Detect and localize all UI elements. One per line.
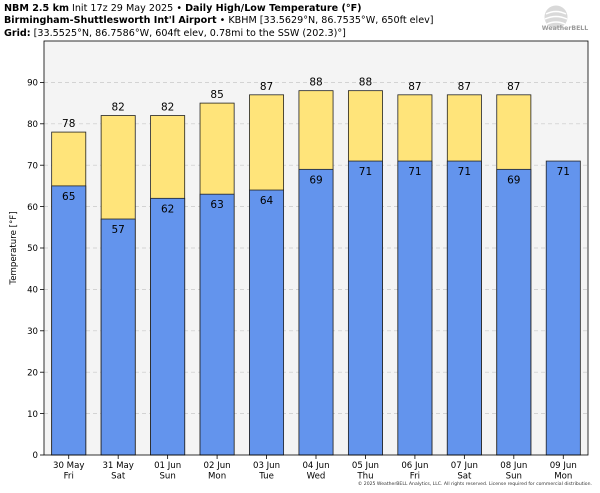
x-tick-label: 07 Jun Sat xyxy=(451,461,478,482)
y-tick-label: 0 xyxy=(33,451,38,461)
low-temp-label: 65 xyxy=(62,191,75,203)
x-tick-date: 30 May xyxy=(53,461,84,471)
high-temp-label: 82 xyxy=(111,102,124,114)
low-temp-label: 57 xyxy=(111,224,124,236)
x-tick-date: 05 Jun xyxy=(352,461,379,471)
x-tick-label: 09 Jun Mon xyxy=(550,461,577,482)
high-temp-label: 88 xyxy=(309,77,322,89)
grid-label: Grid: xyxy=(4,27,31,39)
x-tick-label: 30 May Fri xyxy=(53,461,84,482)
y-tick-label: 60 xyxy=(27,203,38,213)
x-tick-label: 05 Jun Thu xyxy=(352,461,379,482)
low-temp-bar xyxy=(446,160,482,456)
high-temp-label: 87 xyxy=(260,81,273,93)
header-separator: • xyxy=(219,15,226,27)
low-temp-label: 71 xyxy=(408,166,421,178)
y-tick-label: 20 xyxy=(27,368,38,378)
x-tick-date: 06 Jun xyxy=(401,461,428,471)
high-temp-label: 85 xyxy=(210,89,223,101)
header-line-grid: Grid: [33.5525°N, 86.7586°W, 604ft elev,… xyxy=(4,28,524,40)
high-temp-label: 88 xyxy=(359,77,372,89)
chart-header: NBM 2.5 km Init 17z 29 May 2025 • Daily … xyxy=(4,3,524,40)
x-tick-weekday: Wed xyxy=(307,472,326,482)
plot-frame xyxy=(43,40,589,456)
low-temp-bar xyxy=(347,160,383,456)
x-tick-weekday: Fri xyxy=(410,472,420,482)
copyright-footer: © 2025 WeatherBELL Analytics, LLC. All r… xyxy=(357,482,592,487)
x-tick-weekday: Sat xyxy=(457,472,472,482)
high-temp-label: 87 xyxy=(408,81,421,93)
bars xyxy=(51,90,581,456)
low-temp-label: 71 xyxy=(557,166,570,178)
x-tick-weekday: Tue xyxy=(258,472,274,482)
x-tick-label: 02 Jun Mon xyxy=(204,461,231,482)
y-axis-label: Temperature [°F] xyxy=(9,211,19,285)
x-tick-label: 01 Jun Sun xyxy=(154,461,181,482)
header-separator: • xyxy=(176,3,182,14)
logo-text: WeatherBELL xyxy=(542,25,588,32)
low-temp-bar xyxy=(397,160,433,456)
y-tick-label: 30 xyxy=(27,327,38,337)
low-temp-label: 69 xyxy=(507,174,520,186)
x-tick-label: 04 Jun Wed xyxy=(302,461,329,482)
low-temp-label: 71 xyxy=(359,166,372,178)
x-tick-date: 04 Jun xyxy=(302,461,329,471)
station-name: Birmingham-Shuttlesworth Int'l Airport xyxy=(4,15,217,27)
low-temp-bar xyxy=(298,168,334,456)
y-tick-label: 90 xyxy=(27,79,38,89)
x-tick-weekday: Thu xyxy=(356,472,373,482)
x-tick-label: 06 Jun Fri xyxy=(401,461,428,482)
y-tick-label: 70 xyxy=(27,161,38,171)
high-temp-label: 87 xyxy=(458,81,471,93)
x-tick-date: 03 Jun xyxy=(253,461,280,471)
product-title: Daily High/Low Temperature (°F) xyxy=(185,3,362,14)
low-temp-bar xyxy=(150,197,186,456)
x-tick-date: 01 Jun xyxy=(154,461,181,471)
header-line-model: NBM 2.5 km Init 17z 29 May 2025 • Daily … xyxy=(4,3,524,15)
x-tick-date: 08 Jun xyxy=(500,461,527,471)
low-temp-bar xyxy=(100,218,136,456)
low-temp-label: 62 xyxy=(161,203,174,215)
high-temp-label: 78 xyxy=(62,118,75,130)
y-tick-label: 80 xyxy=(27,120,38,130)
low-temp-bar xyxy=(496,168,532,456)
x-tick-date: 07 Jun xyxy=(451,461,478,471)
low-temp-bar xyxy=(51,185,87,456)
model-name: NBM 2.5 km xyxy=(4,3,69,14)
x-tick-label: 03 Jun Tue xyxy=(253,461,280,482)
low-temp-label: 69 xyxy=(309,174,322,186)
high-temp-label: 87 xyxy=(507,81,520,93)
low-temp-label: 64 xyxy=(260,195,274,207)
grid-info: [33.5525°N, 86.7586°W, 604ft elev, 0.78m… xyxy=(33,27,346,39)
low-temp-label: 63 xyxy=(210,199,223,211)
data-labels: 78 65 82 57 82 62 85 63 87 64 88 69 88 71 87 71 87 71 87 69… xyxy=(62,77,570,236)
x-tick-label: 31 May Sat xyxy=(102,461,133,482)
init-time: Init 17z 29 May 2025 xyxy=(72,3,174,14)
x-tick-weekday: Sun xyxy=(159,472,175,482)
low-temp-label: 71 xyxy=(458,166,471,178)
weatherbell-logo: WeatherBELL xyxy=(542,5,588,32)
low-temp-bar xyxy=(249,189,285,456)
y-axis: 0 10 20 30 40 50 60 70 80 90 xyxy=(27,79,44,461)
y-tick-label: 10 xyxy=(27,410,38,420)
x-tick-label: 08 Jun Sun xyxy=(500,461,527,482)
header-line-station: Birmingham-Shuttlesworth Int'l Airport •… xyxy=(4,15,524,27)
station-info: KBHM [33.5629°N, 86.7535°W, 650ft elev] xyxy=(228,15,434,27)
x-tick-weekday: Mon xyxy=(554,472,572,482)
x-tick-date: 31 May xyxy=(102,461,133,471)
high-temp-label: 82 xyxy=(161,102,174,114)
y-tick-label: 50 xyxy=(27,244,38,254)
x-tick-date: 02 Jun xyxy=(204,461,231,471)
x-tick-weekday: Sat xyxy=(111,472,126,482)
x-tick-weekday: Fri xyxy=(64,472,74,482)
x-tick-weekday: Mon xyxy=(208,472,226,482)
y-tick-label: 40 xyxy=(27,286,38,296)
low-temp-bar xyxy=(545,160,581,456)
low-temp-bar xyxy=(199,193,235,456)
x-tick-weekday: Sun xyxy=(506,472,522,482)
logo-swoosh-icon xyxy=(544,10,568,25)
x-tick-date: 09 Jun xyxy=(550,461,577,471)
